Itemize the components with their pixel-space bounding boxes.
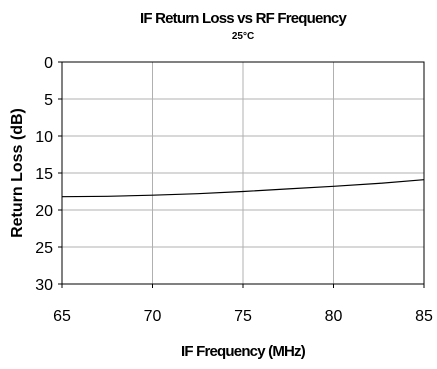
chart-title: IF Return Loss vs RF Frequency [139,10,347,27]
series-line [61,179,425,198]
chart-subtitle: 25°C [231,31,255,42]
x-tick-label: 65 [53,308,71,325]
y-tick-label: 0 [44,55,53,72]
x-tick-label: 80 [325,308,343,325]
x-axis-label: IF Frequency (MHz) [181,343,306,360]
y-tick-label: 25 [35,240,53,257]
x-tick-label: 85 [415,308,433,325]
y-axis-label: Return Loss (dB) [9,108,26,238]
y-tick-label: 30 [35,277,53,294]
y-tick-label: 5 [44,92,53,109]
series-layer [61,179,425,198]
y-tick-label: 10 [35,129,53,146]
y-tick-label: 15 [35,166,53,183]
grid-lines [62,62,424,284]
x-tick-label: 75 [234,308,252,325]
x-tick-label: 70 [144,308,162,325]
y-tick-label: 20 [35,203,53,220]
